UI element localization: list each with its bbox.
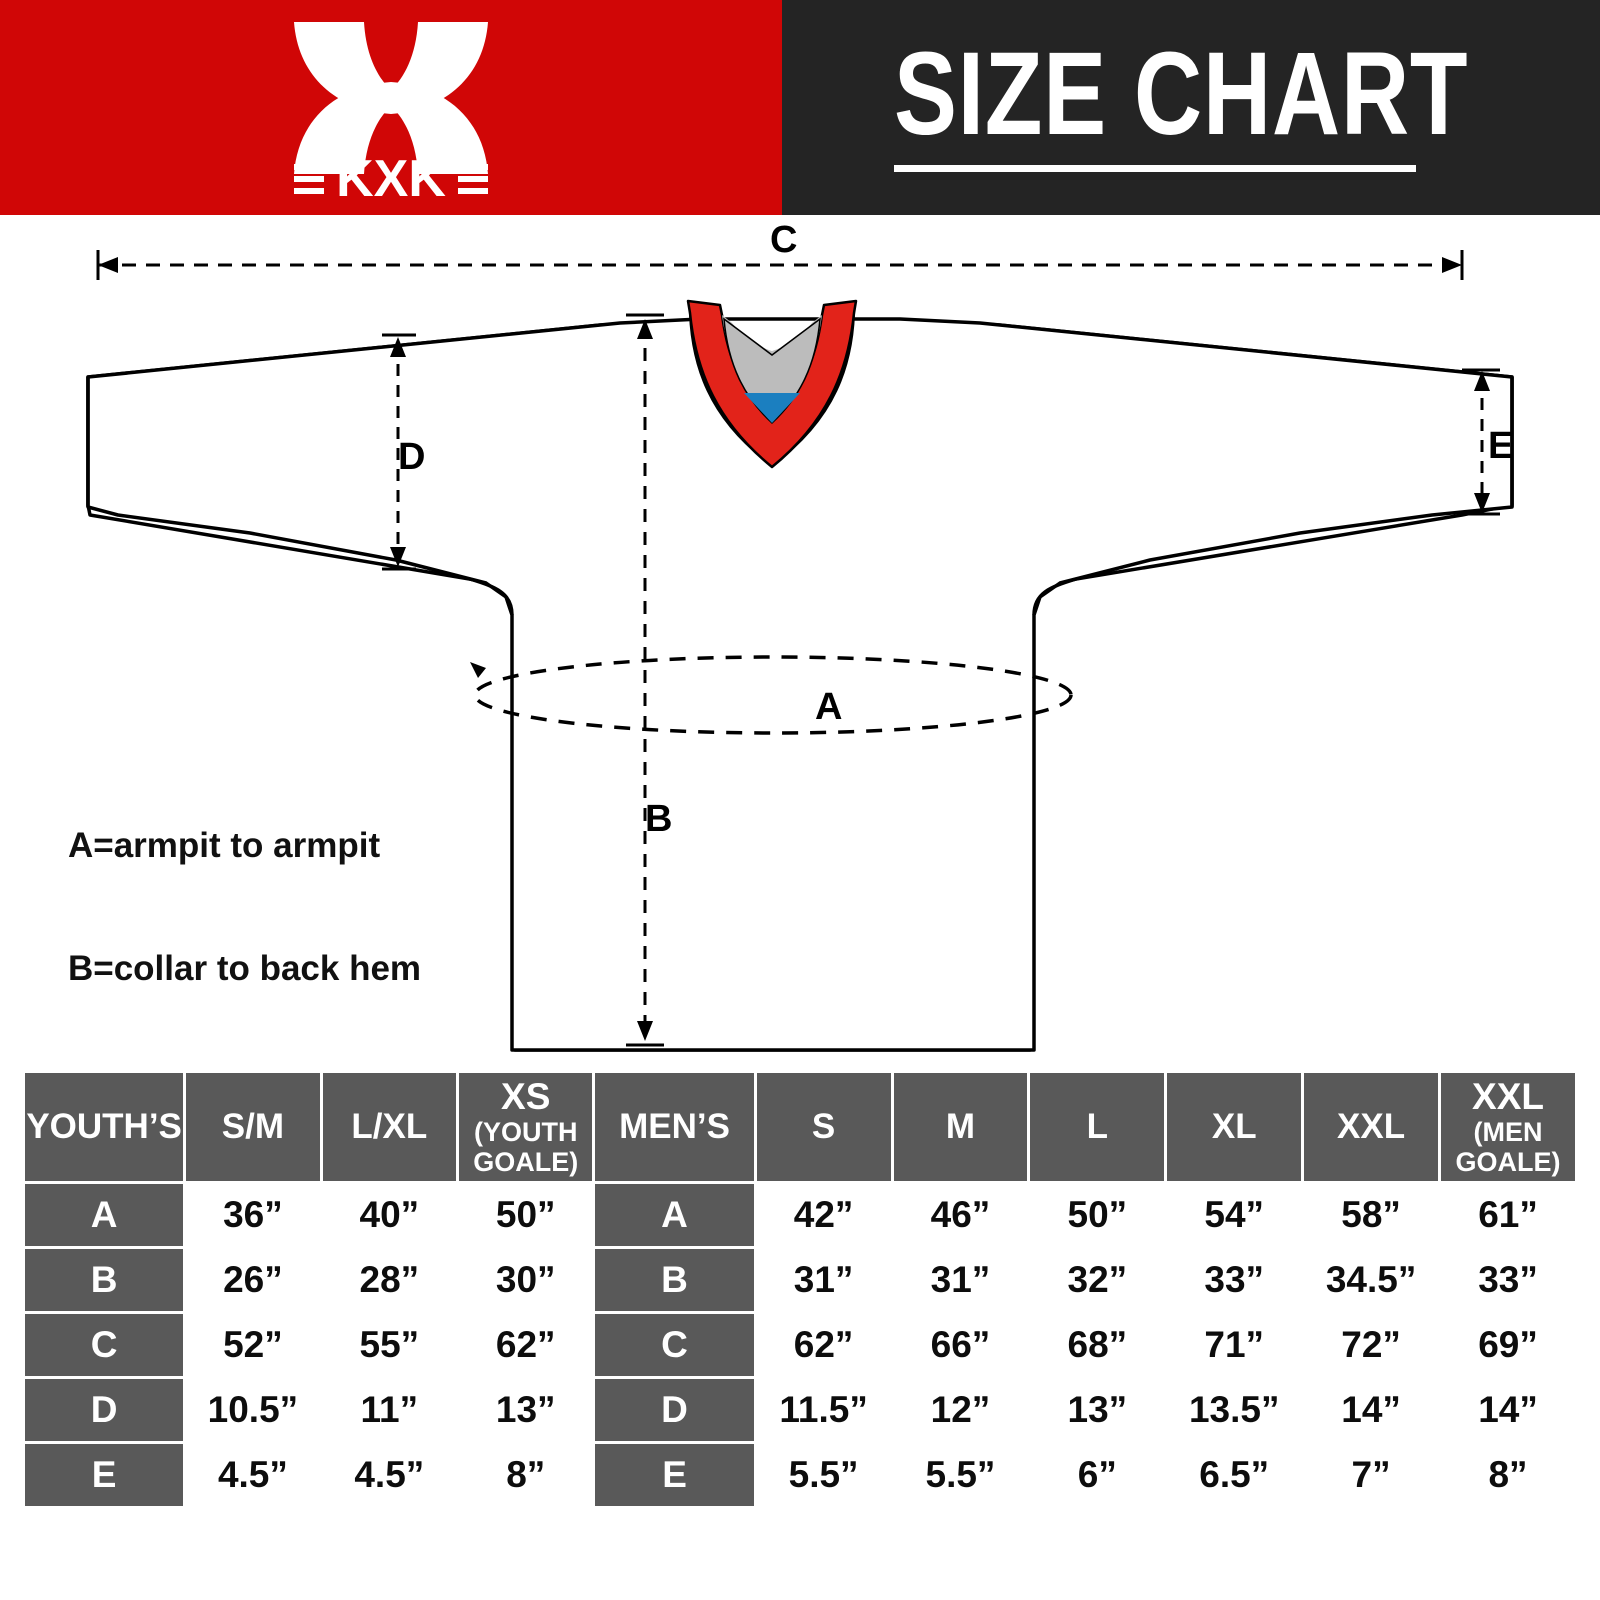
dimension-label-a: A [815, 686, 843, 728]
table-header-cell: XL [1167, 1073, 1302, 1181]
header-size-label: XS [501, 1076, 551, 1117]
men-measurement-cell: 50” [1030, 1184, 1165, 1246]
men-measurement-cell: 61” [1441, 1184, 1575, 1246]
size-chart-table: YOUTH’S S/M L/XL XS (YOUTH GOALE) MEN’S S M L XL X… [22, 1070, 1578, 1509]
dimension-label-d: D [398, 436, 426, 478]
table-header-cell: MEN’S [595, 1073, 754, 1181]
men-measurement-cell: 42” [756, 1184, 891, 1246]
youth-row-label: C [25, 1314, 184, 1376]
youth-measurement-cell: 52” [186, 1314, 320, 1376]
men-measurement-cell: 12” [893, 1379, 1028, 1441]
table-header-row: YOUTH’S S/M L/XL XS (YOUTH GOALE) MEN’S S M L XL X… [25, 1073, 1575, 1181]
table-header-cell: YOUTH’S [25, 1073, 184, 1181]
youth-measurement-cell: 40” [322, 1184, 457, 1246]
kxk-logo-icon: KXK [286, 14, 496, 208]
jersey-diagram: C D B E A A=armpit to armpit B=collar to… [0, 215, 1600, 1357]
title-panel: SIZE CHART [782, 0, 1600, 215]
youth-row-label: A [25, 1184, 184, 1246]
header-size-label: XXL [1472, 1076, 1544, 1117]
youth-measurement-cell: 8” [459, 1444, 593, 1506]
men-measurement-cell: 7” [1304, 1444, 1439, 1506]
youth-measurement-cell: 28” [322, 1249, 457, 1311]
table-header-cell: S/M [186, 1073, 320, 1181]
men-measurement-cell: 54” [1167, 1184, 1302, 1246]
youth-measurement-cell: 26” [186, 1249, 320, 1311]
youth-measurement-cell: 62” [459, 1314, 593, 1376]
men-measurement-cell: 14” [1441, 1379, 1575, 1441]
youth-row-label: E [25, 1444, 184, 1506]
men-row-label: D [595, 1379, 754, 1441]
men-measurement-cell: 32” [1030, 1249, 1165, 1311]
table-header-cell: XXL (MEN GOALE) [1441, 1073, 1575, 1181]
men-measurement-cell: 68” [1030, 1314, 1165, 1376]
table-row: E 4.5” 4.5” 8” E 5.5” 5.5” 6” 6.5” 7” 8” [25, 1444, 1575, 1506]
men-measurement-cell: 31” [756, 1249, 891, 1311]
men-measurement-cell: 13” [1030, 1379, 1165, 1441]
brand-panel: KXK [0, 0, 782, 215]
youth-measurement-cell: 4.5” [186, 1444, 320, 1506]
youth-row-label: B [25, 1249, 184, 1311]
men-measurement-cell: 34.5” [1304, 1249, 1439, 1311]
dimension-label-b: B [645, 798, 673, 840]
men-measurement-cell: 58” [1304, 1184, 1439, 1246]
men-measurement-cell: 5.5” [756, 1444, 891, 1506]
table-header-cell: XXL [1304, 1073, 1439, 1181]
table-row: A 36” 40” 50” A 42” 46” 50” 54” 58” 61” [25, 1184, 1575, 1246]
men-measurement-cell: 14” [1304, 1379, 1439, 1441]
men-row-label: A [595, 1184, 754, 1246]
youth-measurement-cell: 13” [459, 1379, 593, 1441]
header-size-note: (MEN GOALE) [1455, 1117, 1561, 1177]
table-header-cell: L [1030, 1073, 1165, 1181]
svg-text:KXK: KXK [336, 150, 446, 204]
header-size-note: (YOUTH GOALE) [473, 1117, 579, 1177]
youth-measurement-cell: 55” [322, 1314, 457, 1376]
table-header-cell: M [893, 1073, 1028, 1181]
men-measurement-cell: 66” [893, 1314, 1028, 1376]
men-measurement-cell: 46” [893, 1184, 1028, 1246]
youth-measurement-cell: 30” [459, 1249, 593, 1311]
dimension-label-c: C [770, 219, 798, 261]
men-measurement-cell: 33” [1167, 1249, 1302, 1311]
youth-measurement-cell: 10.5” [186, 1379, 320, 1441]
table-header-cell: XS (YOUTH GOALE) [459, 1073, 593, 1181]
men-measurement-cell: 6.5” [1167, 1444, 1302, 1506]
men-row-label: E [595, 1444, 754, 1506]
youth-row-label: D [25, 1379, 184, 1441]
men-measurement-cell: 62” [756, 1314, 891, 1376]
legend-item-a: A=armpit to armpit [68, 826, 381, 865]
page-header: KXK SIZE CHART [0, 0, 1600, 215]
youth-measurement-cell: 4.5” [322, 1444, 457, 1506]
men-measurement-cell: 6” [1030, 1444, 1165, 1506]
table-header-cell: S [756, 1073, 891, 1181]
title-underline [894, 165, 1416, 172]
legend-item-b: B=collar to back hem [68, 949, 422, 988]
jersey-technical-drawing [86, 250, 1514, 1052]
youth-measurement-cell: 36” [186, 1184, 320, 1246]
dimension-label-e: E [1488, 425, 1514, 467]
table-header-cell: L/XL [322, 1073, 457, 1181]
men-measurement-cell: 13.5” [1167, 1379, 1302, 1441]
men-measurement-cell: 71” [1167, 1314, 1302, 1376]
table-row: C 52” 55” 62” C 62” 66” 68” 71” 72” 69” [25, 1314, 1575, 1376]
men-row-label: B [595, 1249, 754, 1311]
men-measurement-cell: 69” [1441, 1314, 1575, 1376]
men-row-label: C [595, 1314, 754, 1376]
men-measurement-cell: 31” [893, 1249, 1028, 1311]
men-measurement-cell: 8” [1441, 1444, 1575, 1506]
youth-measurement-cell: 50” [459, 1184, 593, 1246]
table-row: B 26” 28” 30” B 31” 31” 32” 33” 34.5” 33” [25, 1249, 1575, 1311]
page-title: SIZE CHART [894, 28, 1469, 160]
men-measurement-cell: 11.5” [756, 1379, 891, 1441]
men-measurement-cell: 33” [1441, 1249, 1575, 1311]
men-measurement-cell: 5.5” [893, 1444, 1028, 1506]
men-measurement-cell: 72” [1304, 1314, 1439, 1376]
youth-measurement-cell: 11” [322, 1379, 457, 1441]
table-row: D 10.5” 11” 13” D 11.5” 12” 13” 13.5” 14” 14” [25, 1379, 1575, 1441]
